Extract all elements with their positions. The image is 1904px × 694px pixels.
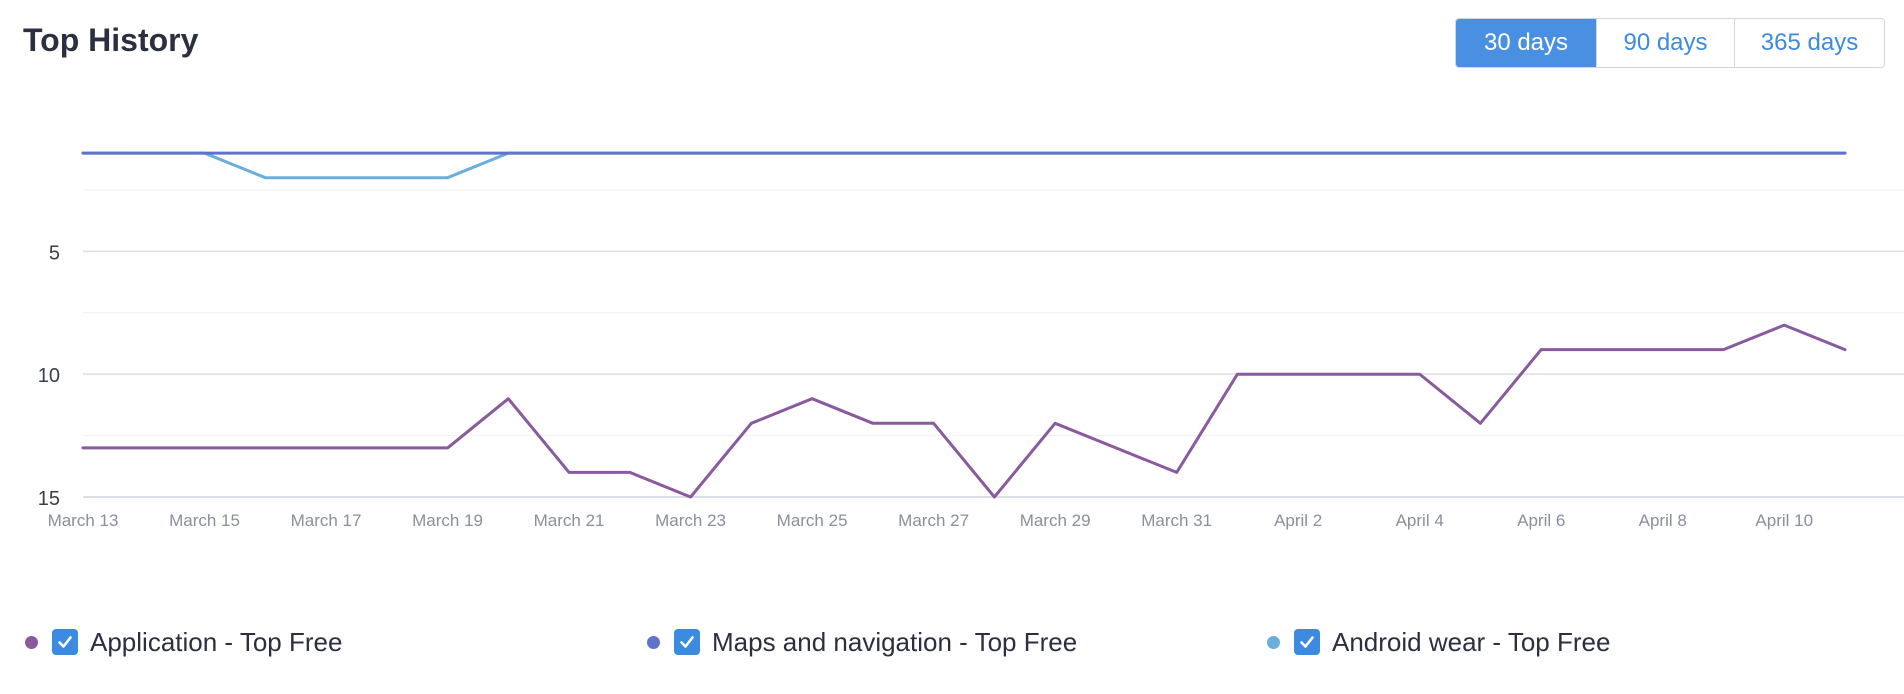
x-tick-label: March 19 xyxy=(412,511,483,530)
x-tick-label: March 17 xyxy=(291,511,362,530)
range-selector: 30 days 90 days 365 days xyxy=(1455,18,1885,68)
legend-item-maps-and-navigation[interactable]: Maps and navigation - Top Free xyxy=(647,625,1077,659)
legend-label: Android wear - Top Free xyxy=(1332,626,1611,657)
checkbox-checked-icon[interactable] xyxy=(52,629,78,655)
x-tick-label: March 29 xyxy=(1020,511,1091,530)
y-tick-label: 5 xyxy=(49,242,60,264)
x-axis: March 13 March 15 March 17 March 19 March 21… xyxy=(48,511,1813,530)
series-line-application-top-free[interactable] xyxy=(81,323,1847,499)
series-line-android-wear-top-free[interactable] xyxy=(81,151,1847,180)
chart-legend: Application - Top Free Maps and navigati… xyxy=(0,625,1904,659)
x-tick-label: March 15 xyxy=(169,511,240,530)
x-tick-label: April 8 xyxy=(1639,511,1687,530)
legend-label: Maps and navigation - Top Free xyxy=(712,626,1078,657)
series-color-dot xyxy=(1267,635,1280,649)
x-tick-label: March 13 xyxy=(48,511,119,530)
x-tick-label: April 4 xyxy=(1396,511,1444,530)
y-tick-label: 10 xyxy=(38,365,60,387)
range-30-days-button[interactable]: 30 days xyxy=(1456,19,1596,67)
x-tick-label: April 6 xyxy=(1517,511,1565,530)
legend-item-android-wear[interactable]: Android wear - Top Free xyxy=(1267,625,1610,659)
series-color-dot xyxy=(25,635,38,649)
page-title: Top History xyxy=(23,22,199,58)
legend-item-application[interactable]: Application - Top Free xyxy=(25,625,342,659)
x-tick-label: March 27 xyxy=(898,511,969,530)
range-90-days-button[interactable]: 90 days xyxy=(1596,19,1734,67)
chart-series xyxy=(81,151,1847,499)
range-365-days-button[interactable]: 365 days xyxy=(1734,19,1884,67)
x-tick-label: March 21 xyxy=(534,511,605,530)
x-tick-label: April 10 xyxy=(1755,511,1813,530)
chart-grid xyxy=(83,189,1904,498)
x-tick-label: March 31 xyxy=(1141,511,1212,530)
y-axis: 5 10 15 xyxy=(38,242,60,510)
x-tick-label: March 25 xyxy=(777,511,848,530)
x-tick-label: April 2 xyxy=(1274,511,1322,530)
y-tick-label: 15 xyxy=(38,488,60,510)
checkbox-checked-icon[interactable] xyxy=(674,629,700,655)
checkbox-checked-icon[interactable] xyxy=(1294,629,1320,655)
series-color-dot xyxy=(647,635,660,649)
x-tick-label: March 23 xyxy=(655,511,726,530)
legend-label: Application - Top Free xyxy=(90,626,343,657)
